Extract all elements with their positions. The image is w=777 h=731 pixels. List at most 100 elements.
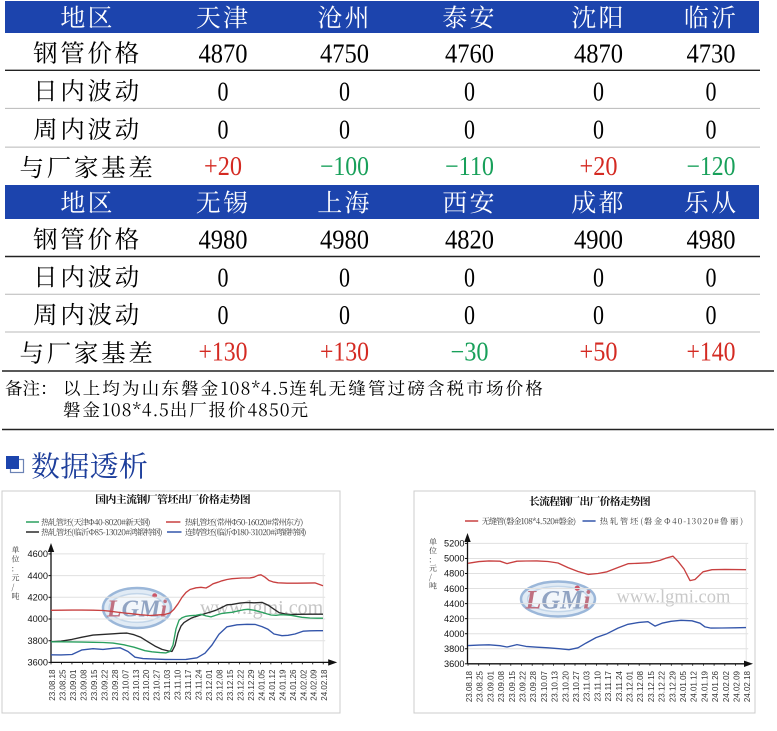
svg-text:23.12.08: 23.12.08 [216,669,225,701]
svg-text:23.11.10: 23.11.10 [174,669,183,700]
svg-text:23.09.28: 23.09.28 [529,670,538,702]
svg-text:24.01.05: 24.01.05 [257,669,266,701]
svg-text:0: 0 [464,75,475,106]
svg-text:4980: 4980 [687,224,736,255]
svg-text:4820: 4820 [445,224,494,255]
svg-text:0: 0 [339,299,350,330]
svg-text:24.01.12: 24.01.12 [268,669,277,701]
svg-text:23.12.22: 23.12.22 [236,669,245,701]
svg-text:4200: 4200 [28,593,48,603]
svg-text:5200: 5200 [444,539,464,549]
svg-text:4980: 4980 [320,224,369,255]
svg-text:24.02.02: 24.02.02 [299,669,308,701]
svg-text:24.01.26: 24.01.26 [711,670,720,702]
svg-text:0: 0 [706,75,717,106]
svg-text:24.02.09: 24.02.09 [310,669,319,701]
svg-text:4750: 4750 [320,38,369,69]
svg-text:23.11.17: 23.11.17 [184,669,193,700]
svg-text:4870: 4870 [574,38,623,69]
svg-text:23.08.25: 23.08.25 [58,669,67,701]
svg-text:23.11.03: 23.11.03 [583,670,592,701]
svg-text:23.12.29: 23.12.29 [668,670,677,702]
svg-text:24.01.19: 24.01.19 [700,670,709,702]
svg-text:24.01.05: 24.01.05 [679,670,688,702]
svg-text:4870: 4870 [199,38,248,69]
svg-text:0: 0 [706,299,717,330]
svg-text:−110: −110 [445,151,494,181]
svg-text:23.08.18: 23.08.18 [465,670,474,702]
svg-text:23.10.07: 23.10.07 [121,669,130,701]
svg-text:3800: 3800 [444,644,464,654]
svg-text:−100: −100 [320,151,369,181]
svg-text:5000: 5000 [444,554,464,564]
svg-text:23.10.20: 23.10.20 [142,669,151,701]
svg-text:23.09.15: 23.09.15 [90,669,99,701]
svg-text:+20: +20 [204,151,242,181]
svg-text:23.11.24: 23.11.24 [615,670,624,701]
svg-text:4600: 4600 [28,549,48,559]
svg-text:23.12.15: 23.12.15 [226,669,235,701]
svg-text:−120: −120 [687,151,736,181]
svg-text:24.02.02: 24.02.02 [722,670,731,702]
svg-text:4730: 4730 [687,38,736,69]
svg-text:23.10.27: 23.10.27 [572,670,581,702]
svg-text:23.09.01: 23.09.01 [69,669,78,701]
svg-text:4000: 4000 [28,614,48,624]
svg-text:www.lgmi.com: www.lgmi.com [200,597,324,619]
svg-text:+130: +130 [320,337,369,367]
svg-text:23.12.22: 23.12.22 [658,670,667,702]
svg-text:23.10.13: 23.10.13 [551,670,560,702]
svg-text:23.08.25: 23.08.25 [476,670,485,702]
svg-text:0: 0 [706,261,717,292]
svg-text:23.10.20: 23.10.20 [561,670,570,702]
svg-text:23.10.27: 23.10.27 [153,669,162,701]
svg-text:4600: 4600 [444,584,464,594]
svg-text:24.01.19: 24.01.19 [278,669,287,701]
svg-text:23.09.22: 23.09.22 [100,669,109,701]
svg-text:0: 0 [593,75,604,106]
svg-text:4900: 4900 [574,224,623,255]
svg-text:+20: +20 [580,151,618,181]
svg-text:4200: 4200 [444,614,464,624]
svg-text:0: 0 [218,299,229,330]
svg-text:0: 0 [464,114,475,145]
svg-text:24.02.18: 24.02.18 [320,669,329,701]
svg-text:24.01.26: 24.01.26 [289,669,298,701]
svg-text:23.10.07: 23.10.07 [540,670,549,702]
svg-text:4400: 4400 [444,599,464,609]
svg-text:24.02.18: 24.02.18 [743,670,752,702]
svg-text:0: 0 [593,261,604,292]
svg-text:0: 0 [339,114,350,145]
svg-text:LGMi: LGMi [524,585,591,614]
svg-text:0: 0 [339,75,350,106]
svg-text:4400: 4400 [28,571,48,581]
svg-text:0: 0 [218,261,229,292]
svg-text:0: 0 [464,299,475,330]
svg-text:+130: +130 [199,337,248,367]
svg-text:23.09.08: 23.09.08 [497,670,506,702]
svg-text:23.12.15: 23.12.15 [647,670,656,702]
svg-text:24.02.09: 24.02.09 [733,670,742,702]
svg-text:23.11.17: 23.11.17 [604,670,613,701]
svg-text:23.12.01: 23.12.01 [626,670,635,702]
svg-text:+140: +140 [687,337,736,367]
svg-text:23.09.28: 23.09.28 [111,669,120,701]
svg-text:4000: 4000 [444,629,464,639]
svg-text:23.08.18: 23.08.18 [48,669,57,701]
svg-text:LGMi: LGMi [106,597,167,623]
svg-text:23.12.29: 23.12.29 [247,669,256,701]
svg-text:23.11.10: 23.11.10 [593,670,602,701]
svg-text:23.09.01: 23.09.01 [486,670,495,702]
svg-text:3600: 3600 [444,659,464,669]
svg-text:23.11.24: 23.11.24 [195,669,204,700]
svg-text:4800: 4800 [444,569,464,579]
svg-text:23.09.22: 23.09.22 [519,670,528,702]
svg-text:4980: 4980 [199,224,248,255]
svg-text:23.12.08: 23.12.08 [636,670,645,702]
svg-text:0: 0 [218,114,229,145]
svg-text:0: 0 [218,75,229,106]
svg-text:+50: +50 [580,337,618,367]
svg-text:0: 0 [339,261,350,292]
svg-text:3800: 3800 [28,636,48,646]
svg-text:0: 0 [593,299,604,330]
